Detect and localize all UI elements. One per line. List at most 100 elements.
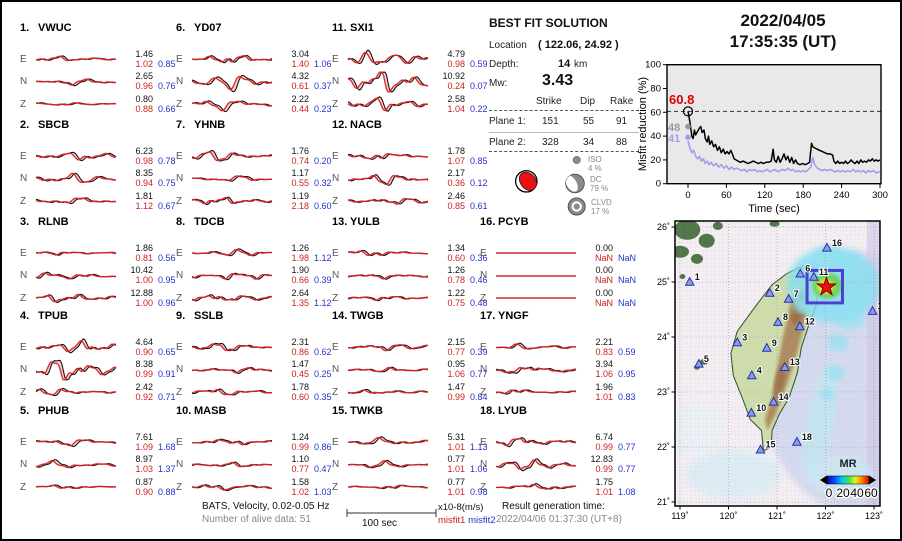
misfit2-value: 0.91 — [158, 369, 176, 379]
waveform-plot — [191, 484, 273, 492]
col-rake: Rake — [610, 96, 634, 107]
trace-row-e: E 2.15 0.77 0.39 — [332, 336, 488, 358]
trace-row-e: E 2.21 0.83 0.59 — [480, 336, 636, 358]
trace-row-z: Z 12.88 1.00 0.96 — [20, 287, 176, 309]
misfit2-value: NaN — [617, 252, 636, 263]
svg-text:MR: MR — [839, 458, 856, 470]
trace-row-n: N 1.90 0.66 0.39 — [176, 265, 332, 287]
station-number: 13. — [332, 216, 348, 228]
component-label: Z — [20, 195, 27, 207]
misfit1-value: 0.60 — [291, 391, 309, 402]
trace-row-n: N 3.94 1.06 0.95 — [480, 359, 636, 381]
misfit2-legend: misfit2 — [468, 515, 496, 526]
station-title: 7. YHNB — [176, 119, 330, 131]
svg-text:4: 4 — [757, 365, 762, 375]
misfit1-value: 0.24 — [447, 81, 465, 91]
misfit2-value: 0.32 — [314, 178, 332, 188]
amplitude-value: 2.17 — [447, 168, 465, 178]
plane2-strike: 328 — [542, 137, 559, 148]
trace-row-e: E 6.74 0.99 0.77 — [480, 431, 636, 453]
waveform-plot — [35, 172, 117, 183]
misfit1-value: 1.40 — [291, 58, 309, 69]
trace-values: 8.35 0.94 0.75 — [120, 169, 176, 188]
waveform-plot — [347, 273, 429, 280]
station-title: 17. YNGF — [480, 310, 634, 322]
waveform-plot — [347, 153, 429, 160]
trace-values: 1.47 0.99 0.84 — [432, 382, 488, 402]
component-label: E — [480, 341, 487, 353]
component-label: E — [480, 436, 487, 448]
misfit2-value: 1.12 — [314, 297, 332, 308]
misfit2-value: 0.07 — [470, 81, 488, 91]
station-code: YNGF — [498, 310, 529, 322]
misfit2-value: NaN — [617, 275, 636, 285]
misfit1-value: 1.00 — [135, 275, 153, 285]
station-marker-1 — [684, 276, 695, 286]
amplitude-value: 1.78 — [291, 381, 309, 392]
station-title: 15. TWKB — [332, 405, 486, 417]
trace-values: 12.83 0.99 0.77 — [580, 455, 636, 474]
depth-unit: km — [574, 59, 588, 70]
svg-text:23˚: 23˚ — [657, 387, 670, 397]
trace-row-n: N 0.00 NaN NaN — [480, 265, 636, 287]
waveform-plot — [191, 248, 273, 257]
misfit1-value: 1.01 — [595, 391, 613, 402]
station-title: 10. MASB — [176, 405, 330, 417]
svg-text:48: 48 — [668, 122, 680, 134]
trace-values: 0.80 0.88 0.66 — [120, 94, 176, 114]
svg-text:6: 6 — [805, 264, 810, 274]
trace-row-z: Z 1.19 2.18 0.60 — [176, 190, 332, 212]
amplitude-value: 2.58 — [447, 93, 465, 104]
component-label: N — [480, 459, 488, 470]
trace-values: 0.95 1.06 0.77 — [432, 360, 488, 379]
component-label: Z — [176, 292, 183, 304]
result-time-label: Result generation time: — [502, 501, 605, 512]
station-code: RLNB — [38, 216, 69, 228]
trace-row-e: E 1.78 1.07 0.85 — [332, 145, 488, 167]
trace-values: 1.58 1.02 1.03 — [276, 477, 332, 497]
misfit2-value: 0.77 — [618, 464, 636, 474]
amplitude-value: 1.86 — [135, 242, 153, 253]
station-code: PHUB — [38, 405, 70, 417]
trace-values: 2.46 0.85 0.61 — [432, 191, 488, 211]
amplitude-value: 1.76 — [291, 145, 309, 156]
amplitude-value: 0.00 — [595, 287, 613, 298]
svg-text:11: 11 — [819, 267, 829, 277]
trace-values: 1.96 1.01 0.83 — [580, 382, 636, 402]
trace-row-z: Z 1.22 0.75 0.48 — [332, 287, 488, 309]
trace-row-e: E 0.00 NaN NaN — [480, 242, 636, 264]
station-number: 3. — [20, 216, 30, 228]
component-label: Z — [332, 386, 339, 398]
trace-values: 3.94 1.06 0.95 — [580, 360, 636, 379]
waveform-plot — [191, 438, 273, 446]
waveform-plot — [191, 74, 273, 92]
svg-text:7: 7 — [794, 289, 799, 299]
misfit1-value: NaN — [594, 252, 613, 263]
amplitude-value: 1.81 — [135, 190, 153, 201]
waveform-plot — [347, 49, 429, 66]
amplitude-value: 12.88 — [130, 287, 153, 298]
divider — [489, 151, 639, 152]
station-marker-9 — [761, 342, 772, 352]
misfit2-value: 0.56 — [158, 252, 176, 263]
waveform-plot — [347, 366, 429, 372]
waveform-plot — [35, 77, 117, 86]
amplitude-value: 5.31 — [447, 431, 465, 442]
svg-text:240: 240 — [834, 190, 850, 201]
amplitude-value: 1.19 — [291, 190, 309, 201]
waveform-plot — [191, 388, 273, 396]
trace-values: 1.90 0.66 0.39 — [276, 266, 332, 285]
misfit1-value: 0.75 — [447, 297, 465, 308]
trace-row-n: N 10.42 1.00 0.95 — [20, 265, 176, 287]
waveform-plot — [496, 297, 576, 299]
trace-values: 2.64 1.35 1.12 — [276, 288, 332, 308]
trace-row-e: E 1.26 1.98 1.12 — [176, 242, 332, 264]
trace-row-e: E 1.46 1.02 0.85 — [20, 48, 176, 70]
plane2-dip: 34 — [583, 137, 595, 148]
trace-values: 12.88 1.00 0.96 — [120, 287, 176, 308]
waveform-plot — [495, 342, 577, 350]
station-title: 16. PCYB — [480, 216, 634, 228]
amplitude-value: 0.95 — [447, 359, 465, 369]
station-block-nacb: 12. NACB E 1.78 1.07 0.85 N 2.17 0.36 0.12 Z 2.46 0.… — [332, 119, 488, 210]
misfit1-value: 0.99 — [595, 441, 613, 452]
